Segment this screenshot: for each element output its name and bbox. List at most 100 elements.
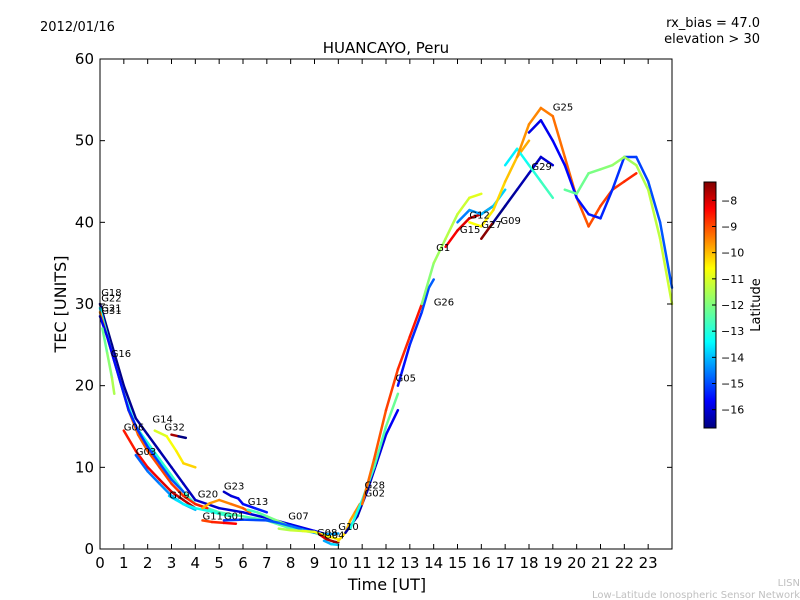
series-G31 xyxy=(98,315,185,494)
trace-segment xyxy=(349,511,357,522)
trace-segment xyxy=(329,542,340,547)
trace-segment xyxy=(217,498,233,506)
trace-segment xyxy=(539,119,555,142)
trace-segment xyxy=(575,196,590,216)
trace-segment xyxy=(527,155,543,175)
x-tick-label: 21 xyxy=(591,554,610,572)
trace-segment xyxy=(384,368,400,412)
trace-segment xyxy=(539,106,555,118)
y-tick-label: 60 xyxy=(75,50,94,68)
y-tick-label: 10 xyxy=(75,458,94,476)
trace-segment xyxy=(146,433,161,453)
trace-segment xyxy=(175,449,185,465)
trace-segment xyxy=(492,204,507,224)
trace-segment xyxy=(503,147,519,167)
satellite-label: G26 xyxy=(434,298,454,309)
satellite-label: G32 xyxy=(164,423,184,434)
trace-segment xyxy=(201,502,211,510)
trace-segment xyxy=(158,462,173,481)
satellite-label: G21 xyxy=(101,303,121,314)
trace-segment xyxy=(158,482,173,498)
trace-segment xyxy=(105,351,114,379)
satellite-label: G03 xyxy=(136,447,156,458)
satellite-label: G27 xyxy=(481,220,501,231)
trace-segment xyxy=(120,384,130,412)
satellite-label: G07 xyxy=(288,512,308,523)
satellite-label: G08 xyxy=(317,528,337,539)
trace-segment xyxy=(289,528,304,533)
trace-segment xyxy=(134,449,149,469)
trace-segment xyxy=(217,506,245,514)
satellite-label: G31 xyxy=(101,306,121,317)
trace-segment xyxy=(551,139,567,167)
colorbar-tick-label: −9 xyxy=(721,220,737,233)
trace-segment xyxy=(372,408,388,461)
satellite-label: G05 xyxy=(396,374,416,385)
series-G26 xyxy=(396,278,435,387)
trace-segment xyxy=(325,532,340,536)
satellite-label: G18 xyxy=(101,288,121,299)
trace-segment xyxy=(98,315,109,338)
trace-segment xyxy=(206,509,221,516)
x-tick-label: 14 xyxy=(424,554,443,572)
x-tick-label: 17 xyxy=(496,554,515,572)
trace-segment xyxy=(646,180,662,224)
trace-segment xyxy=(167,494,178,502)
trace-segment xyxy=(229,502,245,510)
trace-segment xyxy=(468,221,483,228)
trace-segment xyxy=(468,208,483,216)
trace-segment xyxy=(134,417,149,436)
satellite-label: G04 xyxy=(324,530,344,541)
satellite-label: G22 xyxy=(101,294,121,305)
x-tick-label: 23 xyxy=(639,554,658,572)
x-tick-label: 4 xyxy=(191,554,201,572)
satellite-label: G10 xyxy=(338,522,358,533)
y-tick-label: 30 xyxy=(75,295,94,313)
trace-segment xyxy=(468,212,483,220)
trace-segment xyxy=(623,155,638,167)
trace-segment xyxy=(480,221,495,240)
x-tick-label: 13 xyxy=(400,554,419,572)
colorbar-ticks: −8 −9 −10 −11 −12 −13 −14 −15 −16 xyxy=(712,194,744,417)
trace-segment xyxy=(349,498,364,530)
y-tick-label: 40 xyxy=(75,213,94,231)
trace-segment xyxy=(396,335,412,371)
trace-segment xyxy=(222,490,233,498)
trace-segment xyxy=(623,172,638,183)
plot-frame xyxy=(99,58,673,550)
trace-segment xyxy=(158,478,173,494)
trace-segment xyxy=(122,429,138,453)
satellite-label: G12 xyxy=(469,210,489,221)
colorbar-tick-label: −13 xyxy=(721,325,744,338)
satellite-label: G16 xyxy=(111,349,131,360)
series-G09 xyxy=(480,155,555,240)
trace-segment xyxy=(182,462,197,469)
y-tick-label: 50 xyxy=(75,132,94,150)
trace-segment xyxy=(515,172,531,191)
satellite-label: G25 xyxy=(553,102,573,113)
trace-segment xyxy=(468,192,483,200)
trace-segment xyxy=(241,511,269,520)
satellite-label: G02 xyxy=(365,489,385,500)
trace-segment xyxy=(372,425,388,469)
trace-segment xyxy=(182,494,197,506)
trace-segment xyxy=(101,327,109,355)
trace-segment xyxy=(194,506,209,512)
trace-segment xyxy=(646,188,662,240)
x-tick-label: 11 xyxy=(353,554,372,572)
trace-segment xyxy=(170,466,185,485)
trace-segment xyxy=(539,155,555,167)
chart-title: HUANCAYO, Peru xyxy=(323,39,449,57)
colorbar-tick-label: −14 xyxy=(721,351,744,364)
satellite-label: G01 xyxy=(224,512,244,523)
trace-segment xyxy=(110,343,126,387)
x-tick-label: 20 xyxy=(567,554,586,572)
x-tick-label: 9 xyxy=(310,554,320,572)
x-tick-label: 0 xyxy=(95,554,105,572)
colorbar-tick-label: −12 xyxy=(721,299,744,312)
x-tick-label: 6 xyxy=(238,554,248,572)
trace-segment xyxy=(241,518,269,522)
trace-segment xyxy=(587,212,602,220)
trace-segment xyxy=(136,429,149,449)
satellite-label: G29 xyxy=(531,162,551,173)
